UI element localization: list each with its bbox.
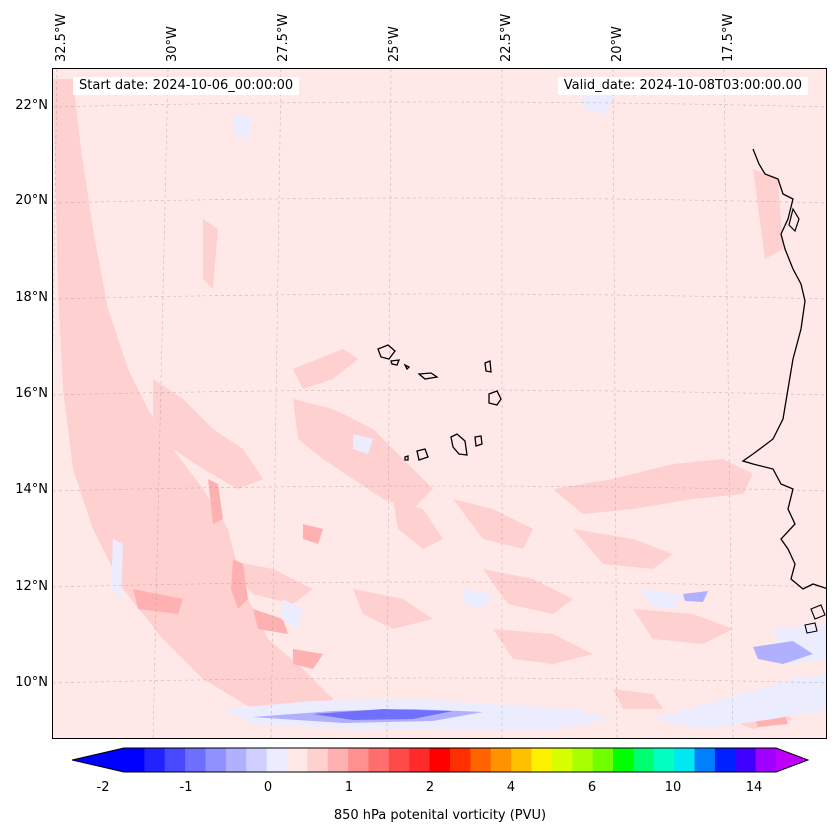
lat-label-20n: 20°N (15, 193, 48, 208)
colorbar-swatch (287, 748, 308, 772)
colorbar-swatch (653, 748, 675, 772)
colorbar-swatch (205, 748, 227, 772)
colorbar-tick-14: 14 (745, 780, 763, 795)
colorbar-swatch (674, 748, 696, 772)
lat-label-12n: 12°N (15, 579, 48, 594)
colorbar-over-arrow (776, 748, 808, 772)
colorbar-swatch (164, 748, 186, 772)
colorbar-swatch (388, 748, 410, 772)
lon-label-17-5w: 17.5°W (721, 13, 736, 62)
colorbar-label: 850 hPa potenital vorticity (PVU) (333, 808, 547, 823)
bijagos-islands (804, 604, 826, 634)
colorbar-swatch (511, 748, 533, 772)
cape-verde-islands (377, 344, 502, 461)
african-coastline (741, 148, 826, 590)
colorbar-tick-neg1: -1 (179, 780, 193, 795)
colorbar-swatch (225, 748, 247, 772)
vorticity-negative-deep (313, 709, 453, 720)
colorbar-swatch (185, 748, 207, 772)
colorbar-swatch (450, 748, 471, 772)
colorbar-tick-1: 1 (344, 780, 354, 795)
colorbar-tick-10: 10 (664, 780, 682, 795)
colorbar-swatches (124, 748, 777, 772)
colorbar-swatch (531, 748, 553, 772)
colorbar-tick-2: 2 (425, 780, 435, 795)
colorbar-swatch (266, 748, 288, 772)
colorbar-swatch (572, 748, 594, 772)
colorbar-tick-neg2: -2 (96, 780, 110, 795)
valid-date-label: Valid_date: 2024-10-08T03:00:00.00 (557, 77, 808, 95)
colorbar-tick-0: 0 (263, 780, 273, 795)
colorbar-swatch (348, 748, 370, 772)
colorbar-swatch (409, 748, 431, 772)
colorbar-swatch (755, 748, 777, 772)
colorbar (72, 747, 810, 773)
lon-label-27-5w: 27.5°W (276, 13, 291, 62)
colorbar-under-arrow (72, 748, 124, 772)
lat-label-18n: 18°N (15, 290, 48, 305)
colorbar-tick-6: 6 (587, 780, 597, 795)
colorbar-swatch (633, 748, 655, 772)
colorbar-swatch (470, 748, 492, 772)
colorbar-swatch (246, 748, 268, 772)
start-date-label: Start date: 2024-10-06_00:00:00 (73, 77, 300, 95)
lat-label-10n: 10°N (15, 675, 48, 690)
colorbar-swatch (490, 748, 512, 772)
colorbar-swatch (592, 748, 614, 772)
lon-label-25w: 25°W (387, 26, 402, 62)
colorbar-swatch (144, 748, 166, 772)
colorbar-swatch (735, 748, 757, 772)
lon-label-20w: 20°W (610, 26, 625, 62)
colorbar-swatch (694, 748, 716, 772)
colorbar-swatch (307, 748, 329, 772)
lon-label-30w: 30°W (165, 26, 180, 62)
colorbar-outline (72, 747, 810, 773)
vorticity-positive-contours (53, 79, 793, 729)
colorbar-swatch (429, 748, 451, 772)
graticule (53, 69, 826, 738)
lat-label-22n: 22°N (15, 98, 48, 113)
lat-label-14n: 14°N (15, 482, 48, 497)
map-panel: Start date: 2024-10-06_00:00:00 Valid_da… (52, 68, 827, 739)
canary-coast-fragment (788, 207, 800, 233)
colorbar-swatch (613, 748, 634, 772)
colorbar-swatch (368, 748, 390, 772)
lat-label-16n: 16°N (15, 386, 48, 401)
colorbar-swatch (551, 748, 573, 772)
colorbar-swatch (327, 748, 349, 772)
lon-label-32-5w: 32.5°W (54, 13, 69, 62)
colorbar-swatch (714, 748, 736, 772)
lon-label-22-5w: 22.5°W (499, 13, 514, 62)
colorbar-swatch (124, 748, 145, 772)
vorticity-field (53, 69, 826, 738)
colorbar-tick-4: 4 (506, 780, 516, 795)
